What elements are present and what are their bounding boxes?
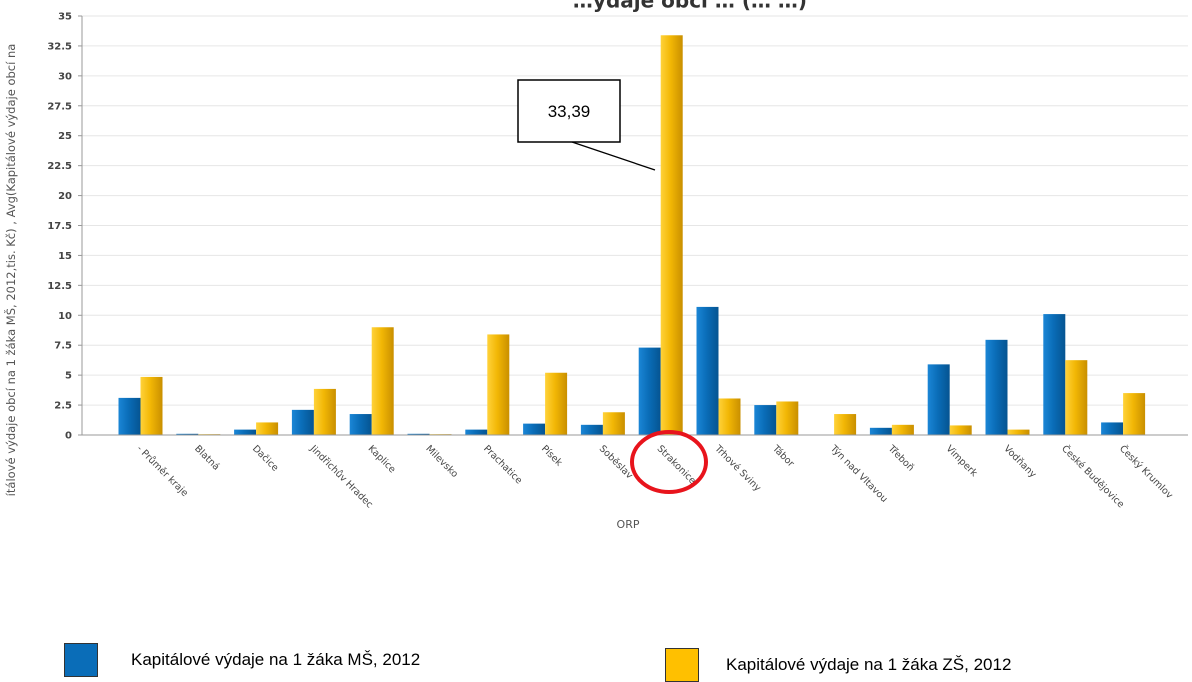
bar-zs — [718, 398, 741, 435]
bar-ms — [465, 429, 488, 435]
bar-ms — [349, 414, 372, 435]
y-tick-label: 32.5 — [47, 41, 72, 52]
bar-zs — [660, 35, 683, 436]
x-tick-label: Jindřichův Hradec — [307, 443, 375, 511]
x-tick-label: Vimperk — [944, 443, 980, 479]
x-axis-label: ORP — [617, 518, 640, 531]
bar-ms — [754, 405, 777, 435]
x-tick-label: Prachatice — [481, 443, 524, 486]
bar-ms — [523, 423, 546, 435]
y-tick-label: 35 — [58, 12, 72, 23]
x-tick-label: Kaplice — [366, 443, 398, 475]
x-tick-label: Dačice — [250, 443, 281, 474]
y-tick-label: 10 — [58, 311, 72, 322]
bar-zs — [891, 424, 914, 435]
x-tick-label: Vodňany — [1001, 443, 1038, 480]
chart-title: …ýdaje obcí … (… …) — [573, 0, 807, 13]
x-tick-label: Týn nad Vltavou — [827, 443, 889, 505]
bar-zs — [545, 372, 568, 435]
x-tick-label: Tábor — [769, 443, 796, 470]
legend-label-ms: Kapitálové výdaje na 1 žáka MŠ, 2012 — [131, 650, 421, 669]
x-tick-label: Strakonice — [655, 443, 698, 486]
legend-swatch-ms — [64, 643, 98, 677]
bar-zs — [1123, 393, 1146, 435]
y-tick-label: 12.5 — [47, 281, 72, 292]
bar-zs — [949, 425, 972, 435]
legend-item-zs: Kapitálové výdaje na 1 žáka ZŠ, 2012 — [665, 648, 1011, 682]
y-tick-label: 20 — [58, 191, 72, 202]
highlight-circle — [630, 430, 708, 494]
bar-ms — [407, 433, 430, 435]
bar-zs — [256, 422, 279, 435]
y-tick-label: 25 — [58, 131, 72, 142]
legend-swatch-zs — [665, 648, 699, 682]
callout-text: 33,39 — [548, 102, 591, 121]
callout-box — [517, 79, 621, 143]
bar-ms — [1101, 422, 1124, 435]
x-tick-label: Milevsko — [423, 443, 460, 480]
y-axis: 0 2.5 5 7.5 10 12.5 15 17.5 20 22.5 25 27.5 30 32.5 35 — [47, 12, 83, 442]
y-tick-label: 27.5 — [47, 101, 72, 112]
bar-ms — [927, 364, 950, 435]
x-tick-label: - Průměr kraje — [134, 443, 190, 499]
y-tick-label: 7.5 — [54, 341, 72, 352]
bar-ms — [1043, 314, 1066, 435]
bar-ms — [291, 409, 314, 435]
bar-zs — [1065, 360, 1088, 435]
y-tick-label: 15 — [58, 251, 72, 262]
bar-zs — [1007, 429, 1030, 435]
bar-ms — [696, 306, 719, 435]
x-tick-label: Soběslav — [597, 443, 635, 481]
y-tick-label: 0 — [65, 431, 72, 442]
callout-pointer — [571, 141, 656, 171]
bar-zs — [776, 401, 799, 435]
legend-label-zs: Kapitálové výdaje na 1 žáka ZŠ, 2012 — [726, 655, 1012, 674]
bar-ms — [580, 424, 603, 435]
bar-ms — [985, 339, 1008, 435]
bar-ms — [234, 429, 257, 435]
bar-zs — [140, 376, 163, 435]
bar-ms — [869, 427, 892, 435]
legend-item-ms: Kapitálové výdaje na 1 žáka MŠ, 2012 — [64, 643, 420, 677]
bars — [118, 35, 1146, 436]
bar-zs — [371, 327, 394, 435]
x-tick-label: Písek — [539, 443, 565, 469]
bar-zs — [834, 414, 857, 435]
x-tick-label: Blatná — [192, 443, 221, 472]
x-tick-label: České Budějovice — [1059, 443, 1127, 511]
y-tick-label: 30 — [58, 71, 72, 82]
y-tick-label: 5 — [65, 371, 72, 382]
bar-chart: …ýdaje obcí … (… …) 0 2.5 5 7.5 10 12.5 15 17.5… — [3, 0, 1188, 531]
bar-zs — [313, 388, 336, 435]
x-tick-label: Třeboň — [885, 443, 916, 474]
y-tick-label: 2.5 — [54, 401, 72, 412]
bar-ms — [118, 397, 141, 435]
value-callout: 33,39 — [517, 79, 656, 171]
y-tick-label: 17.5 — [47, 221, 72, 232]
x-tick-label: Trhové Sviny — [712, 443, 763, 494]
bar-ms — [176, 433, 199, 435]
bar-zs — [487, 334, 510, 435]
grid-lines — [82, 15, 1188, 436]
x-tick-label: Český Krumlov — [1117, 443, 1176, 502]
bar-ms — [638, 347, 661, 435]
y-tick-label: 22.5 — [47, 161, 72, 172]
y-axis-label: ítálové výdaje obcí na 1 žáka MŠ, 2012,t… — [3, 44, 18, 497]
bar-zs — [602, 412, 625, 435]
